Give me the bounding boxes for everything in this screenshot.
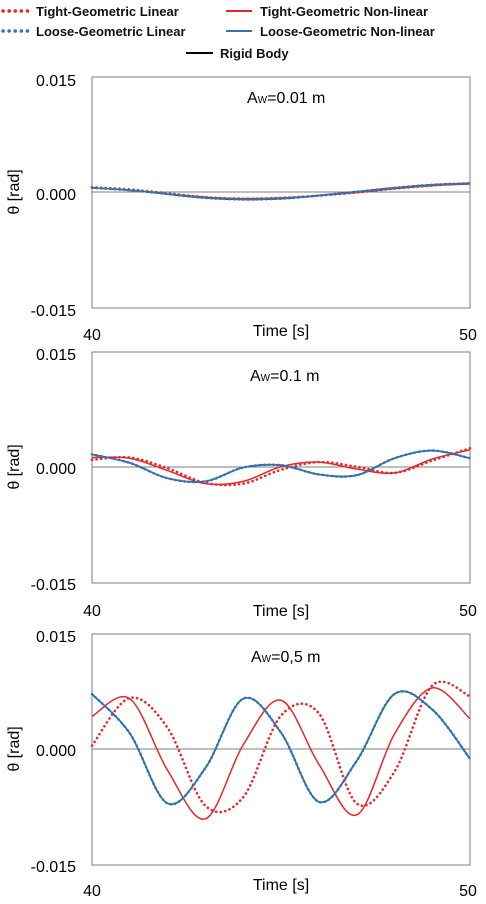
x-tick-label: 50 bbox=[459, 603, 477, 620]
panel-title-main: A bbox=[247, 90, 258, 107]
legend-item-tight-linear: Tight-Geometric Linear bbox=[1, 4, 179, 19]
x-tick-label: 50 bbox=[459, 327, 477, 344]
legend: Tight-Geometric Linear Tight-Geometric N… bbox=[1, 4, 435, 61]
legend-label-tight-nonlinear: Tight-Geometric Non-linear bbox=[260, 4, 428, 19]
legend-label-tight-linear: Tight-Geometric Linear bbox=[36, 4, 179, 19]
series-line-loose-geometric-non-linear bbox=[91, 690, 471, 805]
y-tick-label: -0.015 bbox=[31, 859, 76, 876]
series-line-tight-geometric-non-linear bbox=[91, 687, 471, 820]
legend-item-loose-nonlinear: Loose-Geometric Non-linear bbox=[226, 24, 435, 39]
x-tick-label: 40 bbox=[83, 327, 101, 344]
y-axis-title: θ [rad] bbox=[6, 444, 23, 489]
chart-panel-2: 0.015 0.000 -0.015 40 50 Time [s] θ [rad… bbox=[6, 347, 477, 620]
panel-title-main: A bbox=[250, 368, 261, 385]
panel-title-sub: W bbox=[261, 373, 271, 384]
legend-item-rigid: Rigid Body bbox=[186, 46, 289, 61]
y-axis-title: θ [rad] bbox=[6, 169, 23, 214]
panel-title-rest: =0,5 m bbox=[271, 649, 320, 666]
legend-label-rigid: Rigid Body bbox=[220, 46, 289, 61]
chart-panel-3: 0.015 0.000 -0.015 40 50 Time [s] θ [rad… bbox=[6, 629, 477, 900]
legend-item-loose-linear: Loose-Geometric Linear bbox=[1, 24, 186, 39]
legend-item-tight-nonlinear: Tight-Geometric Non-linear bbox=[226, 4, 428, 19]
chart-panel-1: 0.015 0.000 -0.015 40 50 Time [s] θ [rad… bbox=[6, 73, 477, 344]
x-tick-label: 40 bbox=[83, 603, 101, 620]
panel-title-rest: =0.1 m bbox=[270, 368, 319, 385]
series-line-tight-geometric-linear bbox=[90, 680, 472, 814]
panel-title-rest: =0.01 m bbox=[267, 90, 325, 107]
y-tick-label: 0.015 bbox=[36, 347, 76, 364]
panel-title-sub: W bbox=[262, 654, 272, 665]
series-line-loose-geometric-linear bbox=[90, 181, 472, 201]
series-line-rigid-body bbox=[91, 690, 471, 806]
series-layer bbox=[90, 446, 472, 487]
x-tick-label: 40 bbox=[83, 883, 101, 900]
series-layer bbox=[90, 680, 472, 820]
y-tick-label: -0.015 bbox=[31, 303, 76, 320]
panel-title: AW=0,5 m bbox=[251, 649, 320, 666]
x-axis-title: Time [s] bbox=[253, 877, 309, 894]
y-tick-label: 0.000 bbox=[36, 187, 76, 204]
series-line-tight-geometric-linear bbox=[90, 446, 472, 487]
legend-label-loose-nonlinear: Loose-Geometric Non-linear bbox=[260, 24, 435, 39]
panel-title-sub: W bbox=[258, 95, 268, 106]
x-tick-label: 50 bbox=[459, 883, 477, 900]
panel-title: AW=0.1 m bbox=[250, 368, 319, 385]
y-tick-label: 0.000 bbox=[36, 461, 76, 478]
y-tick-label: -0.015 bbox=[31, 577, 76, 594]
series-line-loose-geometric-linear bbox=[90, 449, 472, 484]
series-line-loose-geometric-linear bbox=[90, 690, 472, 806]
panel-title-main: A bbox=[251, 649, 262, 666]
legend-label-loose-linear: Loose-Geometric Linear bbox=[36, 24, 186, 39]
y-tick-label: 0.015 bbox=[36, 629, 76, 646]
x-axis-title: Time [s] bbox=[253, 323, 309, 340]
y-tick-label: 0.000 bbox=[36, 743, 76, 760]
series-layer bbox=[90, 181, 472, 201]
x-axis-title: Time [s] bbox=[253, 603, 309, 620]
y-tick-label: 0.015 bbox=[36, 73, 76, 90]
panel-title: AW=0.01 m bbox=[247, 90, 325, 107]
y-axis-title: θ [rad] bbox=[6, 726, 23, 771]
